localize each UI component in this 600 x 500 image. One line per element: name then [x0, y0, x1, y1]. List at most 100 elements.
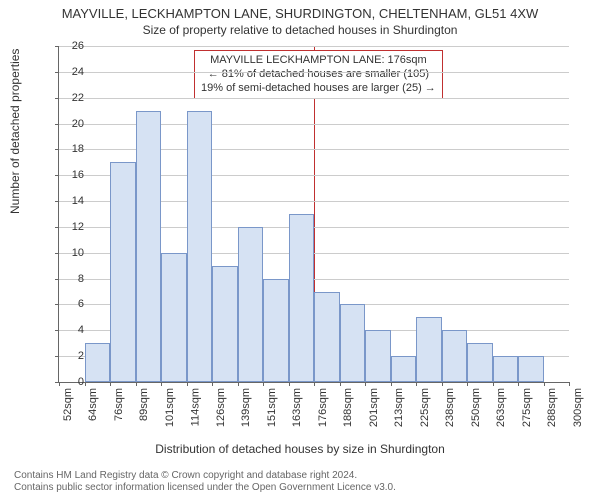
xtick-mark: [85, 382, 86, 386]
ytick-label: 22: [60, 92, 84, 104]
gridline: [59, 98, 569, 99]
ytick-mark: [55, 175, 59, 176]
chart-subtitle: Size of property relative to detached ho…: [0, 21, 600, 37]
ytick-mark: [55, 227, 59, 228]
ytick-label: 26: [60, 40, 84, 52]
ytick-mark: [55, 356, 59, 357]
xtick-mark: [314, 382, 315, 386]
xtick-mark: [442, 382, 443, 386]
callout-line-2: ← 81% of detached houses are smaller (10…: [201, 68, 436, 82]
ytick-label: 4: [60, 324, 84, 336]
xtick-label: 213sqm: [394, 388, 406, 427]
xtick-label: 163sqm: [292, 388, 304, 427]
x-axis-label: Distribution of detached houses by size …: [0, 442, 600, 456]
xtick-label: 76sqm: [113, 388, 125, 421]
xtick-label: 201sqm: [368, 388, 380, 427]
xtick-label: 64sqm: [88, 388, 100, 421]
xtick-label: 250sqm: [470, 388, 482, 427]
xtick-label: 101sqm: [164, 388, 176, 427]
ytick-label: 24: [60, 66, 84, 78]
xtick-mark: [110, 382, 111, 386]
xtick-mark: [569, 382, 570, 386]
callout-line-1: MAYVILLE LECKHAMPTON LANE: 176sqm: [201, 54, 436, 68]
histogram-bar: [289, 214, 315, 382]
histogram-bar: [238, 227, 264, 382]
histogram-bar: [85, 343, 111, 382]
gridline: [59, 46, 569, 47]
xtick-label: 188sqm: [343, 388, 355, 427]
xtick-label: 275sqm: [521, 388, 533, 427]
xtick-mark: [161, 382, 162, 386]
xtick-mark: [544, 382, 545, 386]
histogram-bar: [263, 279, 289, 382]
xtick-label: 139sqm: [241, 388, 253, 427]
ytick-mark: [55, 304, 59, 305]
ytick-mark: [55, 149, 59, 150]
chart-container: MAYVILLE, LECKHAMPTON LANE, SHURDINGTON,…: [0, 0, 600, 500]
ytick-label: 14: [60, 195, 84, 207]
xtick-mark: [187, 382, 188, 386]
chart-title: MAYVILLE, LECKHAMPTON LANE, SHURDINGTON,…: [0, 0, 600, 21]
histogram-bar: [110, 162, 136, 382]
xtick-mark: [238, 382, 239, 386]
histogram-bar: [518, 356, 544, 382]
ytick-mark: [55, 124, 59, 125]
histogram-bar: [442, 330, 468, 382]
ytick-mark: [55, 98, 59, 99]
ytick-label: 8: [60, 273, 84, 285]
callout-line-3: 19% of semi-detached houses are larger (…: [201, 82, 436, 96]
xtick-label: 114sqm: [190, 388, 202, 426]
ytick-label: 20: [60, 118, 84, 130]
xtick-label: 176sqm: [317, 388, 329, 427]
footer-line-1: Contains HM Land Registry data © Crown c…: [14, 470, 396, 482]
xtick-mark: [518, 382, 519, 386]
histogram-bar: [391, 356, 417, 382]
histogram-bar: [467, 343, 493, 382]
histogram-bar: [493, 356, 519, 382]
ytick-label: 6: [60, 298, 84, 310]
histogram-bar: [314, 292, 340, 382]
ytick-mark: [55, 72, 59, 73]
ytick-mark: [55, 201, 59, 202]
xtick-mark: [365, 382, 366, 386]
xtick-mark: [263, 382, 264, 386]
ytick-mark: [55, 279, 59, 280]
xtick-mark: [467, 382, 468, 386]
xtick-mark: [493, 382, 494, 386]
ytick-mark: [55, 253, 59, 254]
ytick-mark: [55, 330, 59, 331]
xtick-label: 288sqm: [547, 388, 559, 427]
gridline: [59, 72, 569, 73]
histogram-bar: [212, 266, 238, 382]
xtick-mark: [212, 382, 213, 386]
ytick-label: 18: [60, 143, 84, 155]
histogram-bar: [187, 111, 213, 382]
xtick-mark: [416, 382, 417, 386]
annotation-callout: MAYVILLE LECKHAMPTON LANE: 176sqm ← 81% …: [194, 50, 443, 99]
xtick-label: 263sqm: [496, 388, 508, 427]
ytick-label: 0: [60, 376, 84, 388]
histogram-bar: [340, 304, 366, 382]
histogram-bar: [161, 253, 187, 382]
footer-attribution: Contains HM Land Registry data © Crown c…: [14, 470, 396, 494]
xtick-mark: [289, 382, 290, 386]
ytick-label: 12: [60, 221, 84, 233]
plot-area: MAYVILLE LECKHAMPTON LANE: 176sqm ← 81% …: [58, 46, 569, 383]
histogram-bar: [416, 317, 442, 382]
xtick-label: 151sqm: [266, 388, 278, 427]
xtick-mark: [136, 382, 137, 386]
histogram-bar: [136, 111, 162, 382]
ytick-label: 10: [60, 247, 84, 259]
xtick-mark: [340, 382, 341, 386]
xtick-label: 300sqm: [572, 388, 584, 427]
xtick-label: 52sqm: [62, 388, 74, 421]
histogram-bar: [365, 330, 391, 382]
y-axis-label: Number of detached properties: [8, 49, 22, 214]
xtick-label: 126sqm: [215, 388, 227, 427]
footer-line-2: Contains public sector information licen…: [14, 482, 396, 494]
ytick-label: 2: [60, 350, 84, 362]
xtick-mark: [391, 382, 392, 386]
xtick-label: 238sqm: [445, 388, 457, 427]
xtick-label: 89sqm: [139, 388, 151, 421]
ytick-label: 16: [60, 169, 84, 181]
